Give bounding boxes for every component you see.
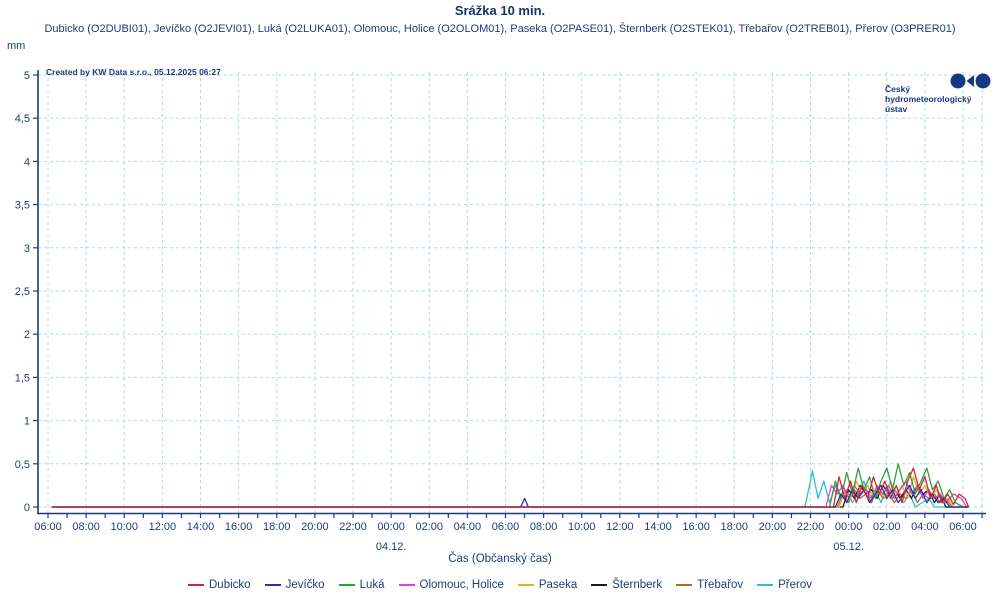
x-axis-title: Čas (Občanský čas)	[448, 553, 552, 565]
x-tick-label: 08:00	[530, 521, 558, 533]
legend-line-icon	[757, 584, 774, 586]
series-line-olomouc-holice	[51, 480, 969, 508]
legend-label: Jevíčko	[285, 579, 325, 591]
legend: Dubicko Jevíčko Luká Olomouc, Holice Paseka Š…	[0, 579, 1000, 591]
x-tick-label: 16:00	[682, 521, 710, 533]
legend-line-icon	[591, 584, 608, 586]
legend-item-paseka[interactable]: Paseka	[517, 579, 578, 591]
x-tick-label: 20:00	[759, 521, 787, 533]
x-tick-label: 12:00	[606, 521, 634, 533]
chmu-logo-line3: ústav	[885, 104, 908, 114]
legend-line-icon	[188, 584, 204, 586]
x-tick-label: 14:00	[187, 521, 215, 533]
legend-line-icon	[398, 584, 415, 586]
legend-line-icon	[338, 584, 355, 586]
legend-item-trebarov[interactable]: Třebařov	[676, 579, 743, 591]
series-line-prerov	[51, 470, 969, 508]
page-title: Srážka 10 min.	[454, 3, 546, 18]
x-date-label: 05.12.	[833, 541, 864, 553]
legend-label: Luká	[359, 579, 385, 591]
legend-item-sternberk[interactable]: Šternberk	[591, 579, 662, 591]
y-tick-label: 0	[24, 502, 30, 514]
legend-label: Šternberk	[612, 579, 663, 591]
x-tick-label: 10:00	[568, 521, 596, 533]
y-tick-label: 4	[24, 156, 30, 168]
x-date-label: 04.12.	[376, 541, 407, 553]
x-tick-label: 22:00	[339, 521, 367, 533]
legend-line-icon	[676, 584, 693, 586]
x-tick-label: 00:00	[377, 521, 405, 533]
y-tick-label: 5	[24, 70, 30, 82]
x-tick-label: 18:00	[720, 521, 748, 533]
y-axis-unit-label: mm	[7, 40, 26, 52]
x-tick-label: 10:00	[110, 521, 138, 533]
y-tick-label: 4,5	[15, 113, 30, 125]
legend-label: Dubicko	[209, 579, 251, 591]
x-tick-label: 00:00	[835, 521, 863, 533]
y-tick-label: 3,5	[15, 200, 30, 212]
legend-label: Olomouc, Holice	[419, 579, 504, 591]
y-tick-label: 2,5	[15, 286, 30, 298]
series-line-dubicko	[51, 467, 970, 508]
legend-line-icon	[517, 584, 534, 586]
legend-label: Přerov	[778, 579, 812, 591]
x-tick-label: 06:00	[492, 521, 520, 533]
chmu-logo-line1: Český	[885, 84, 911, 94]
x-tick-label: 04:00	[911, 521, 939, 533]
x-tick-label: 16:00	[225, 521, 253, 533]
x-tick-label: 20:00	[301, 521, 329, 533]
x-tick-label: 14:00	[644, 521, 672, 533]
series-line-luka	[51, 463, 969, 508]
x-tick-label: 22:00	[797, 521, 825, 533]
x-tick-label: 06:00	[34, 521, 62, 533]
station-list-subtitle: Dubicko (O2DUBI01), Jevíčko (O2JEVI01), …	[44, 23, 956, 35]
x-tick-label: 04:00	[454, 521, 482, 533]
x-tick-label: 08:00	[72, 521, 100, 533]
x-tick-label: 18:00	[263, 521, 291, 533]
y-tick-label: 0,5	[15, 459, 30, 471]
legend-item-dubicko[interactable]: Dubicko	[188, 579, 251, 591]
x-tick-label: 02:00	[415, 521, 443, 533]
legend-item-prerov[interactable]: Přerov	[757, 579, 812, 591]
chmu-logo-text: Český hydrometeorologický ústav	[885, 84, 971, 114]
y-tick-label: 2	[24, 329, 30, 341]
legend-line-icon	[264, 584, 281, 586]
precipitation-chart: 0 0,5 1 1,5 2 2,5 3 3,5 4 4,5 5 06:00 08:00 10:00 12:0…	[15, 70, 986, 553]
x-tick-label: 12:00	[149, 521, 177, 533]
x-tick-label: 06:00	[949, 521, 977, 533]
legend-item-jevicko[interactable]: Jevíčko	[264, 579, 325, 591]
y-tick-label: 3	[24, 243, 30, 255]
chmu-logo-icon	[950, 73, 991, 89]
legend-item-olomouc-holice[interactable]: Olomouc, Holice	[398, 579, 504, 591]
x-tick-label: 02:00	[873, 521, 901, 533]
legend-item-luka[interactable]: Luká	[338, 579, 385, 591]
y-tick-label: 1	[24, 416, 30, 428]
legend-label: Paseka	[538, 579, 578, 591]
chmu-logo-line2: hydrometeorologický	[885, 94, 972, 104]
credit-watermark: Created by KW Data s.r.o., 05.12.2025 06…	[46, 67, 221, 77]
legend-label: Třebařov	[697, 579, 744, 591]
y-tick-label: 1,5	[15, 372, 30, 384]
